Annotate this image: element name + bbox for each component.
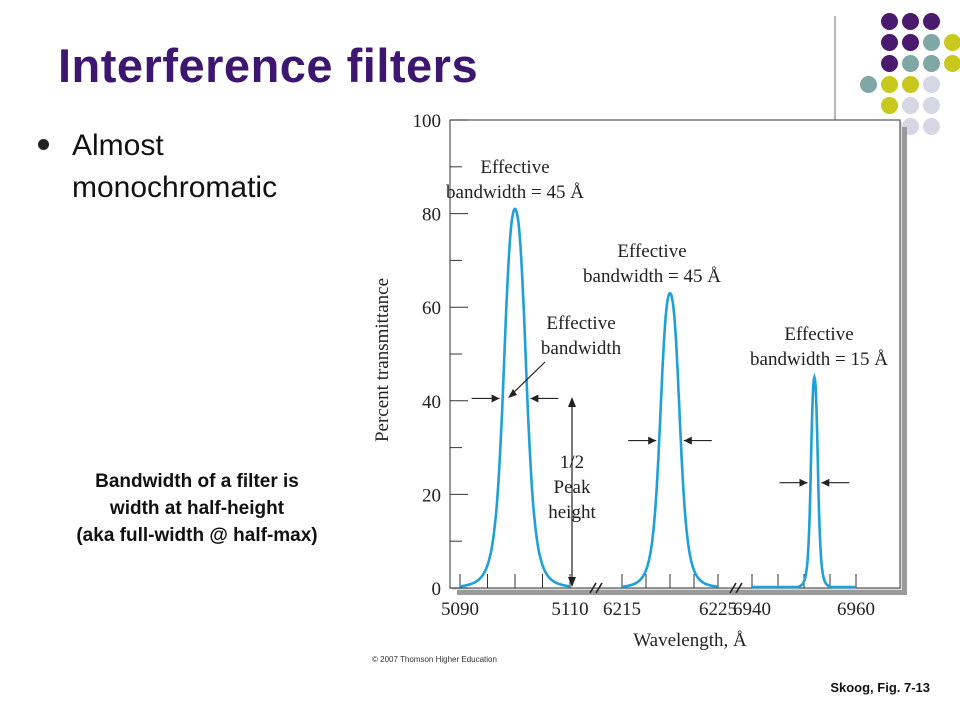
decorative-dot: [923, 13, 940, 30]
caption: Bandwidth of a filter is width at half-h…: [32, 468, 362, 549]
bullet-text: Almost monochromatic: [72, 125, 277, 209]
decorative-dot: [923, 55, 940, 72]
decorative-dot: [881, 55, 898, 72]
annotation-line: Peak: [554, 477, 591, 498]
annotation-line: 1/2: [560, 452, 584, 473]
y-tick-label: 60: [422, 298, 441, 319]
decorative-dot: [902, 13, 919, 30]
y-tick-label: 20: [422, 485, 441, 506]
copyright-text: © 2007 Thomson Higher Education: [372, 655, 497, 664]
y-tick-label: 40: [422, 392, 441, 413]
decorative-dot: [944, 34, 960, 51]
annotation-line: height: [548, 502, 596, 523]
decorative-dot: [923, 34, 940, 51]
annotation-line: bandwidth = 15 Å: [750, 349, 888, 370]
transmittance-chart: 0 20 40 60 80 100 Percent transmittance 5090 511…: [360, 100, 940, 660]
x-tick-label: 5090: [441, 599, 479, 620]
annotation-line: Effective: [546, 313, 615, 334]
annotation-line: Effective: [784, 324, 853, 345]
annotation-line: bandwidth = 45 Å: [446, 182, 584, 203]
decorative-dot: [902, 76, 919, 93]
x-axis-label: Wavelength, Å: [633, 630, 747, 651]
x-tick-label: 6225: [699, 599, 737, 620]
bullet-line-2: monochromatic: [72, 167, 277, 209]
slide-title: Interference filters: [58, 38, 478, 93]
x-tick-label: 5110: [551, 599, 588, 620]
x-tick-label: 6215: [603, 599, 641, 620]
caption-line-3: (aka full-width @ half-max): [32, 522, 362, 549]
y-tick-label: 100: [413, 111, 442, 132]
bullet-icon: [38, 139, 49, 150]
decorative-dot: [944, 55, 960, 72]
annotation-line: bandwidth: [541, 338, 622, 359]
y-tick-label: 80: [422, 205, 441, 226]
y-axis-label: Percent transmittance: [372, 278, 393, 442]
caption-line-1: Bandwidth of a filter is: [32, 468, 362, 495]
y-tick-label: 0: [432, 579, 442, 600]
decorative-dot: [923, 76, 940, 93]
annotation-line: Effective: [617, 241, 686, 262]
x-tick-label: 6960: [837, 599, 875, 620]
bullet-line-1: Almost: [72, 125, 277, 167]
caption-line-2: width at half-height: [32, 495, 362, 522]
decorative-dot: [902, 55, 919, 72]
decorative-dot: [881, 13, 898, 30]
figure-credit: Skoog, Fig. 7-13: [830, 680, 930, 695]
decorative-dot: [860, 76, 877, 93]
x-tick-label: 6940: [733, 599, 771, 620]
decorative-dot: [902, 34, 919, 51]
decorative-dot: [881, 34, 898, 51]
decorative-dot: [881, 76, 898, 93]
annotation-line: bandwidth = 45 Å: [583, 266, 721, 287]
annotation-line: Effective: [480, 157, 549, 178]
